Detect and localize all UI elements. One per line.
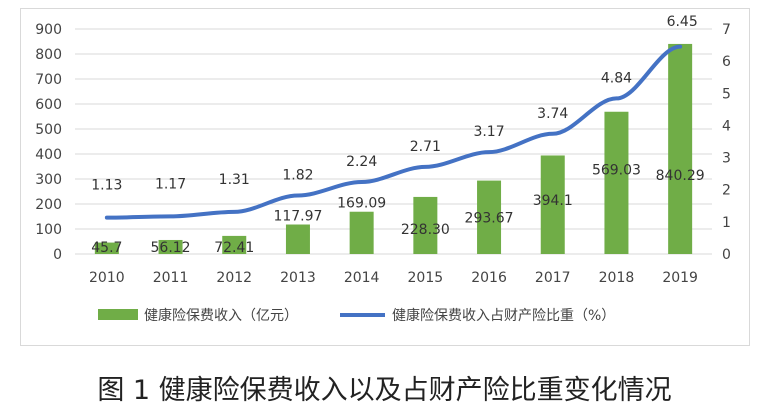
legend-bar-label: 健康险保费收入（亿元）: [144, 307, 298, 324]
right-axis-tick: 5: [722, 86, 731, 102]
line-data-label: 1.82: [282, 168, 313, 184]
right-axis-tick: 7: [722, 22, 731, 38]
line-data-label: 1.13: [91, 178, 122, 194]
line-series: [104, 44, 683, 220]
bar: [413, 196, 438, 254]
x-axis-tick: 2010: [89, 270, 125, 286]
bar-data-label: 394.1: [533, 193, 573, 209]
line-data-label: 3.17: [473, 124, 504, 140]
line-data-label: 6.45: [667, 14, 698, 30]
left-axis-tick: 300: [35, 172, 62, 188]
x-axis-tick: 2013: [280, 270, 316, 286]
bar-data-label: 72.41: [214, 240, 254, 256]
bar-data-label: 56.12: [151, 240, 191, 256]
line-data-label: 2.24: [346, 154, 377, 170]
bar: [540, 155, 565, 254]
x-axis-tick: 2019: [662, 270, 698, 286]
bar-data-label: 169.09: [337, 196, 386, 212]
bar: [349, 211, 374, 254]
chart-svg: 0 100 200 300 400 500 600 700 800 900 0 1 2 3 4 5 6 7 2010…: [35, 14, 731, 324]
line-data-label: 4.84: [601, 70, 632, 86]
x-axis-tick: 2011: [153, 270, 189, 286]
legend-line-label: 健康险保费收入占财产险比重（%）: [392, 307, 615, 324]
left-axis-tick: 0: [53, 247, 62, 263]
x-axis-tick: 2017: [535, 270, 571, 286]
x-axis-tick: 2015: [408, 270, 444, 286]
bar: [668, 43, 693, 254]
bar: [222, 235, 247, 254]
chart-frame: [20, 8, 750, 346]
right-axis-tick: 4: [722, 118, 731, 134]
bar: [285, 224, 310, 254]
bar: [94, 242, 119, 254]
left-axis-tick: 700: [35, 72, 62, 88]
x-axis-tick: 2016: [471, 270, 507, 286]
left-axis-tick: 900: [35, 22, 62, 38]
right-axis-tick: 1: [722, 215, 731, 231]
legend-bar-swatch: [98, 309, 138, 320]
left-axis-tick: 800: [35, 47, 62, 63]
x-axis-tick: 2012: [216, 270, 252, 286]
bar-data-label: 569.03: [592, 162, 641, 178]
bar-data-label: 45.7: [91, 240, 122, 256]
chart-title: 图 1 健康险保费收入以及占财产险比重变化情况: [97, 375, 672, 406]
left-axis-tick: 600: [35, 97, 62, 113]
left-axis-tick: 400: [35, 147, 62, 163]
right-axis-tick: 6: [722, 54, 731, 70]
line-data-label: 2.71: [410, 139, 441, 155]
bar: [604, 111, 629, 255]
bar: [477, 180, 502, 254]
right-axis-tick: 0: [722, 247, 731, 263]
bar-data-label: 293.67: [465, 211, 514, 227]
line-data-label: 1.31: [219, 172, 250, 188]
bar-data-label: 840.29: [656, 168, 705, 184]
line-data-label: 3.74: [537, 106, 568, 122]
left-axis-tick: 500: [35, 122, 62, 138]
right-axis-tick: 3: [722, 151, 731, 167]
left-axis-tick: 100: [35, 222, 62, 238]
bar-data-label: 117.97: [273, 209, 322, 225]
bar-data-label: 228.30: [401, 222, 450, 238]
right-axis-tick: 2: [722, 183, 731, 199]
line-data-label: 1.17: [155, 176, 186, 192]
left-axis-tick: 200: [35, 197, 62, 213]
x-axis-tick: 2014: [344, 270, 380, 286]
x-axis-tick: 2018: [599, 270, 635, 286]
bar: [158, 239, 183, 254]
